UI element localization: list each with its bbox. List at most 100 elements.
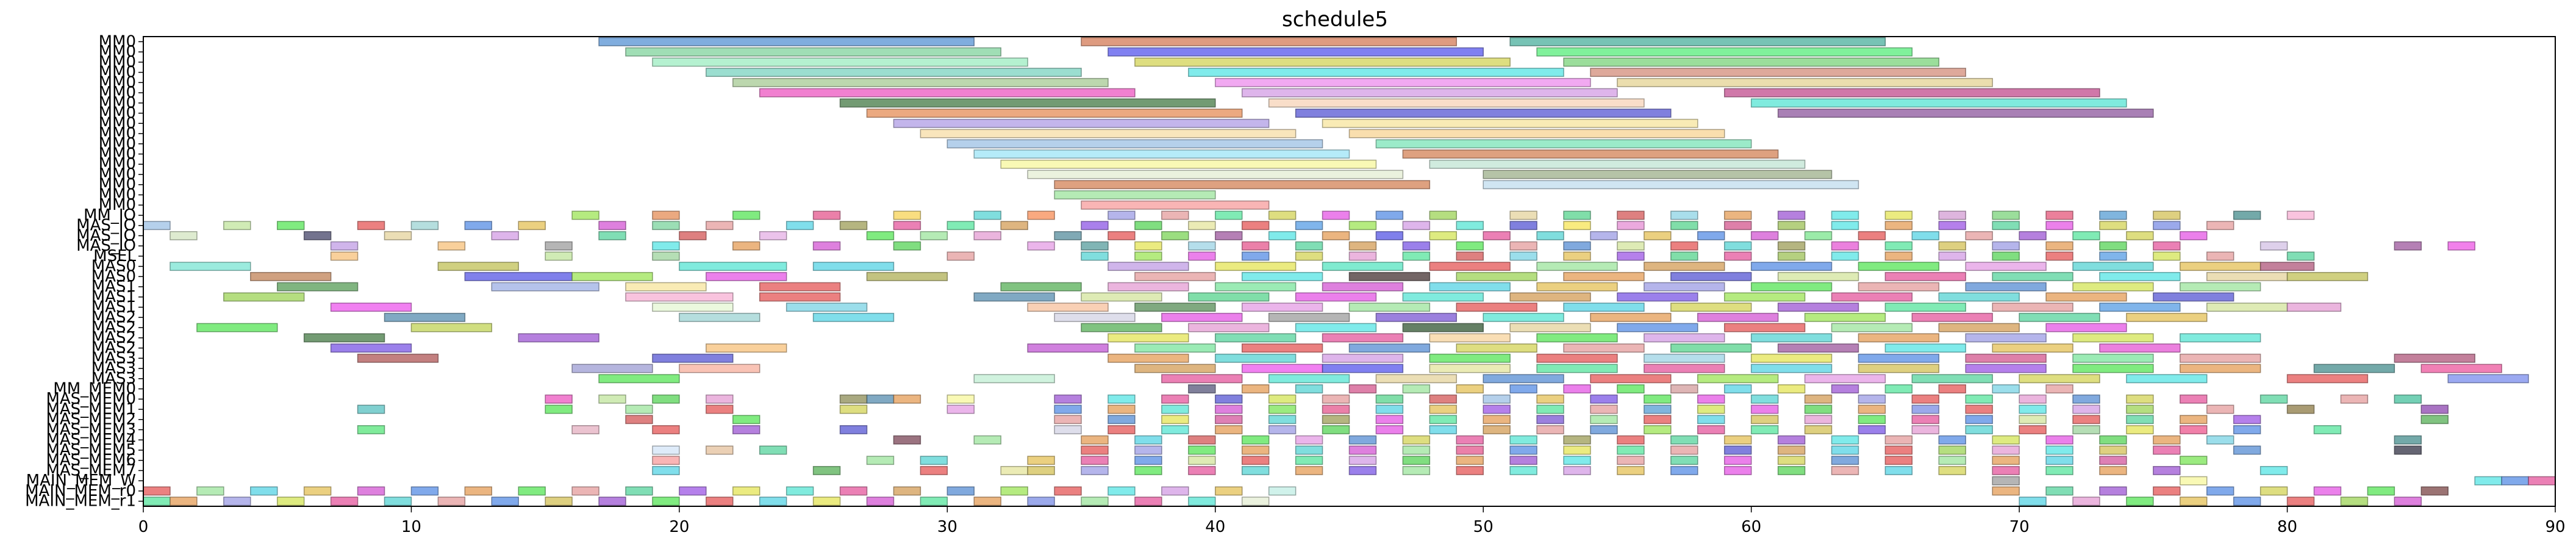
task-bar [1509,37,1886,46]
task-bar [196,486,224,496]
y-tick-label: MAIN_MEM_W [26,472,136,490]
task-bar [973,210,1001,220]
task-bar [2259,241,2288,251]
y-tick-label: MM0 [99,32,136,51]
task-bar [1456,384,1484,393]
task-bar [1831,435,1859,445]
task-bar [1161,394,1189,404]
task-bar [1134,465,1162,475]
y-tick-label: MAS_IO [76,217,136,235]
task-bar [1027,456,1055,465]
task-bar [2153,435,2181,445]
task-bar [2099,343,2181,353]
task-bar [1831,384,1859,393]
task-bar [1429,415,1458,425]
task-bar [2394,353,2475,363]
task-bar [1161,312,1243,322]
task-bar [1348,303,1431,312]
y-tick-label: MAIN_MEM_r0 [25,482,136,500]
task-bar [2072,364,2154,373]
task-bar [1911,425,1940,434]
task-bar [1456,241,1484,251]
task-bar [464,271,573,281]
task-bar [1750,394,1779,404]
task-bar [1375,415,1404,425]
x-tick-label: 30 [937,518,957,536]
task-bar [946,221,975,231]
y-tick-label: MM0 [99,114,136,132]
task-bar [2286,374,2369,384]
task-bar [1563,210,1591,220]
task-bar [1831,221,1859,231]
task-bar [1322,231,1350,240]
task-bar [2126,404,2154,414]
y-tick-label: MM0 [99,73,136,92]
task-bar [1241,497,1270,506]
task-bar [1107,404,1136,414]
y-tick-label: MAIN_MEM_r1 [25,492,136,511]
task-bar [1322,282,1404,292]
task-bar [384,231,412,240]
task-bar [2180,364,2261,373]
task-bar [2153,221,2181,231]
task-bar [2099,251,2127,261]
task-bar [598,394,626,404]
task-bar [1295,292,1377,302]
task-bar [1804,404,1833,414]
task-bar [1965,425,1993,434]
task-bar [652,241,680,251]
task-bar [1670,465,1698,475]
y-tick-label: MM0 [99,94,136,112]
task-bar [1938,241,1966,251]
task-bar [1884,221,1913,231]
task-bar [384,312,466,322]
task-bar [491,231,519,240]
task-bar [2420,486,2449,496]
task-bar [1107,210,1136,220]
task-bar [518,221,546,231]
task-bar [1723,251,1752,261]
y-tick-label: MSEL [93,247,136,265]
task-bar [706,271,787,281]
task-bar [1134,364,1216,373]
task-bar [1429,159,1806,169]
task-bar [2126,374,2208,384]
task-bar [652,221,680,231]
y-tick-label: MAS0 [91,267,136,285]
task-bar [1081,200,1270,210]
task-bar [1884,210,1913,220]
task-bar [2286,210,2315,220]
task-bar [1777,271,1859,281]
task-bar [1375,404,1404,414]
task-bar [1295,109,1672,118]
task-bar [1188,292,1270,302]
task-bar [1563,435,1591,445]
x-tick-label: 10 [401,518,421,536]
task-bar [1804,374,1886,384]
task-bar [1723,435,1752,445]
task-bar [1295,445,1323,455]
task-bar [1268,312,1350,322]
task-bar [1750,333,1833,343]
task-bar [1804,425,1833,434]
task-bar [1268,98,1645,108]
task-bar [1081,323,1162,332]
task-bar [1215,353,1297,363]
task-bar [545,394,573,404]
task-bar [946,139,1323,149]
task-bar [1563,57,1940,67]
task-bar [1054,486,1082,496]
task-bar [1295,241,1323,251]
task-bar [1617,384,1645,393]
task-bar [1241,445,1270,455]
task-bar [1536,353,1618,363]
task-bar [812,312,895,322]
task-bar [1081,456,1109,465]
task-bar [2259,394,2288,404]
task-bar [973,149,1350,159]
task-bar [170,231,198,240]
task-bar [1831,210,1859,220]
y-tick-label: MAS_MEM7 [46,461,136,479]
task-bar [1938,456,1966,465]
task-bar [1750,425,1779,434]
